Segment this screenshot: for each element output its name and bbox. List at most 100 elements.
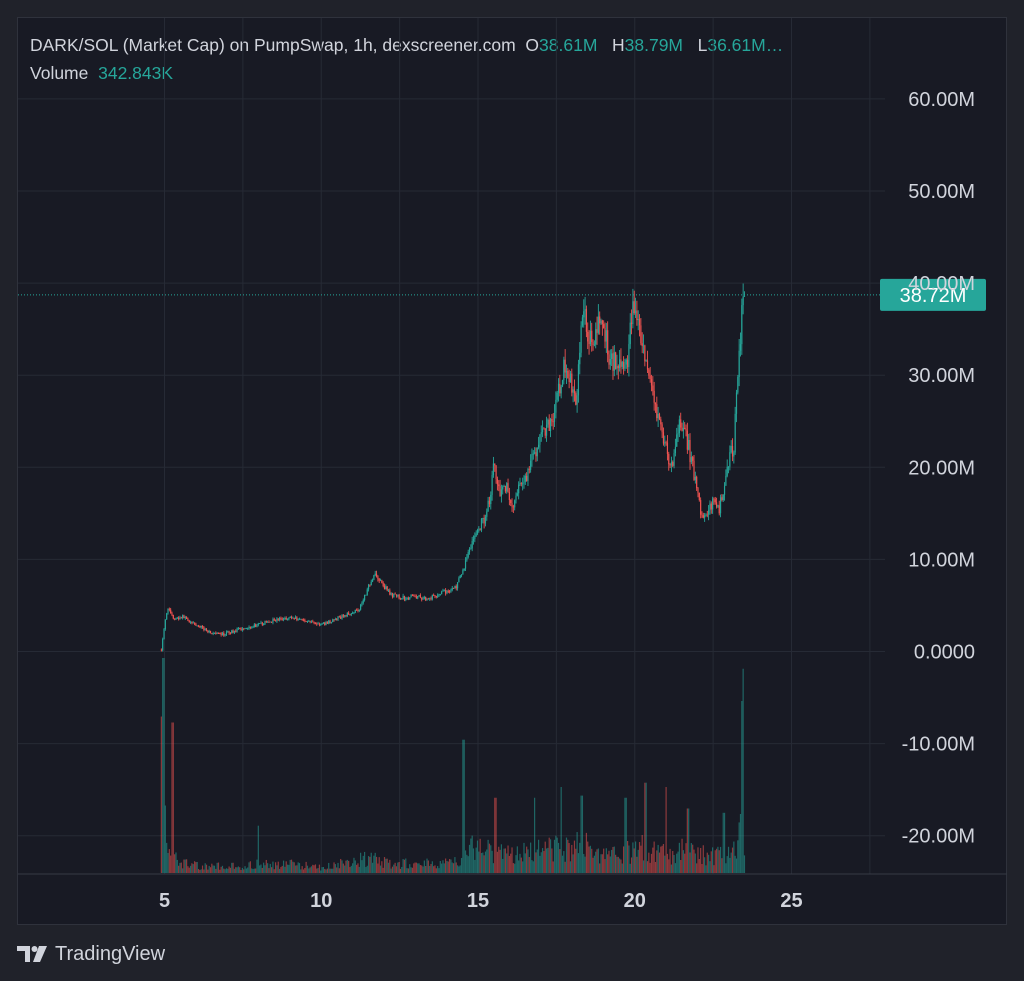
candle-body-down (573, 389, 576, 394)
volume-bar (701, 863, 703, 873)
volume-bar (229, 867, 232, 873)
candle-body-down (220, 633, 222, 635)
low-value: 36.61M… (707, 35, 784, 55)
volume-bar (288, 864, 290, 873)
volume-bar (561, 855, 564, 873)
candle-body-up (325, 622, 327, 625)
candle-body-up (463, 568, 465, 571)
volume-bar (738, 822, 740, 873)
volume-bar (443, 863, 445, 873)
candle-body-up (734, 413, 736, 453)
volume-bar (223, 868, 225, 873)
volume-bar (423, 860, 425, 873)
volume-bar (733, 841, 735, 873)
candle-body-up (480, 518, 483, 531)
candle-body-down (633, 301, 635, 314)
volume-bar (666, 853, 669, 873)
candle-body-up (527, 469, 529, 481)
candle-body-down (700, 500, 702, 515)
volume-bar (398, 861, 400, 873)
volume-bar (334, 864, 336, 873)
volume-bar (452, 863, 455, 873)
volume-bar (350, 865, 352, 873)
candle-body-down (701, 514, 703, 516)
volume-bar (340, 858, 342, 873)
volume-bar (734, 855, 736, 873)
candle-body-up (366, 589, 368, 595)
volume-bar (377, 863, 379, 873)
volume-bar (717, 846, 719, 873)
volume-bar (168, 849, 170, 873)
candle-body-up (294, 617, 297, 619)
volume-bar (567, 839, 569, 873)
candle-body-up (276, 618, 278, 622)
price-tick-label: -20.00M (902, 826, 975, 848)
candle-body-up (462, 570, 464, 575)
low-label: L (697, 35, 708, 55)
volume-bar (591, 848, 593, 873)
volume-bar (688, 808, 690, 873)
volume-bar (272, 861, 274, 873)
candle-body-down (718, 505, 720, 514)
candle-body-down (435, 596, 437, 597)
volume-bar (684, 853, 686, 873)
candle-body-up (370, 581, 372, 586)
volume-bar (310, 866, 313, 873)
candle-body-up (405, 598, 407, 600)
volume-bar (545, 848, 548, 873)
volume-bar (196, 861, 198, 873)
volume-bar (211, 863, 213, 873)
candle-body-up (216, 632, 218, 634)
volume-bar (511, 847, 513, 873)
candle-body-up (310, 621, 313, 623)
volume-bar (379, 865, 382, 873)
candle-body-down (644, 345, 646, 362)
candle-body-up (451, 587, 453, 590)
candle-body-up (579, 352, 581, 365)
volume-bar (193, 861, 196, 873)
candle-body-down (381, 580, 383, 583)
volume-bar (704, 857, 706, 873)
volume-bar (257, 825, 259, 873)
volume-bar (410, 867, 412, 873)
volume-bar (292, 861, 294, 873)
volume-bar (649, 862, 651, 873)
candle-body-up (491, 475, 493, 495)
volume-bar (650, 853, 653, 873)
volume-bar (419, 865, 421, 873)
volume-bar (519, 853, 521, 873)
volume-bar (557, 842, 560, 873)
candle-body-up (286, 619, 289, 621)
candle-body-up (233, 630, 236, 633)
volume-bar (188, 867, 190, 873)
volume-bar (483, 855, 485, 873)
candle-body-up (624, 364, 626, 369)
candle-body-up (476, 529, 479, 534)
volume-bar (344, 865, 346, 873)
candle-body-up (253, 624, 255, 628)
candle-body-up (454, 586, 456, 589)
candle-body-down (375, 573, 378, 577)
candle-body-down (686, 430, 688, 450)
volume-bar (532, 861, 534, 873)
volume-bar (654, 861, 657, 873)
candle-body-down (697, 488, 699, 493)
candle-body-down (587, 331, 589, 342)
candle-body-up (726, 466, 728, 476)
candle-body-down (568, 378, 570, 383)
volume-bars (160, 658, 746, 873)
volume-bar (536, 849, 538, 873)
candle-body-down (714, 499, 716, 503)
candle-body-down (205, 629, 208, 632)
candle-body-up (694, 476, 696, 481)
branding[interactable]: TradingView (17, 940, 165, 968)
candle-body-up (353, 612, 355, 614)
chart-panel[interactable]: DARK/SOL (Market Cap) on PumpSwap, 1h, d… (17, 17, 1007, 925)
volume-bar (636, 856, 638, 873)
price-tick-label: 10.00M (908, 549, 975, 571)
volume-bar (433, 866, 435, 873)
candle-body-up (502, 486, 504, 490)
volume-bar (625, 797, 627, 873)
candle-body-up (322, 622, 325, 624)
